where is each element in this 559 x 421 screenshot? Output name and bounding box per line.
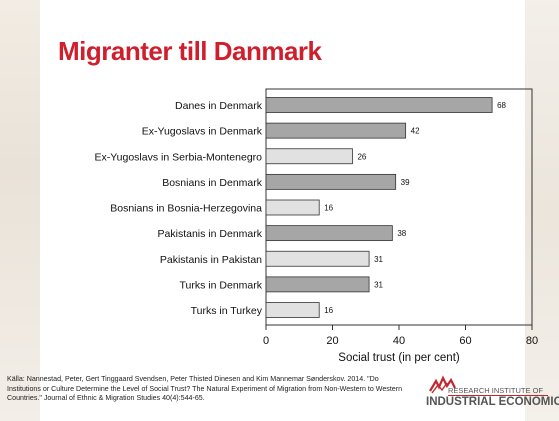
bar-0 xyxy=(265,97,493,113)
category-label-2: Ex-Yugoslavs in Serbia-Montenegro xyxy=(94,151,262,163)
bar-6 xyxy=(265,250,370,267)
bars-group: Danes in Denmark 68 Ex-Yugoslavs in Denmar… xyxy=(94,97,507,318)
value-label-0: 68 xyxy=(497,101,506,110)
value-label-3: 39 xyxy=(401,178,410,187)
value-label-7: 31 xyxy=(374,280,383,289)
bar-4 xyxy=(265,199,320,216)
category-label-4: Bosnians in Bosnia-Herzegovina xyxy=(110,203,262,215)
category-label-0: Danes in Denmark xyxy=(175,100,263,112)
value-label-8: 16 xyxy=(324,306,333,315)
value-label-2: 26 xyxy=(357,152,366,161)
value-label-4: 16 xyxy=(324,204,333,213)
x-tick-label-4: 80 xyxy=(526,335,538,347)
logo-text-line2: INDUSTRIAL ECONOMICS xyxy=(426,396,559,408)
x-axis-label: Social trust (in per cent) xyxy=(338,352,460,364)
x-tick-label-0: 0 xyxy=(263,335,269,347)
source-citation: Källa: Nannestad, Peter, Gert Tinggaard … xyxy=(7,375,403,403)
value-label-6: 31 xyxy=(374,255,383,264)
slide-title: Migranter till Danmark xyxy=(58,36,322,66)
bar-2 xyxy=(265,148,353,165)
value-label-5: 38 xyxy=(397,229,406,238)
bar-7 xyxy=(265,276,370,293)
x-tick-label-3: 60 xyxy=(459,335,471,347)
category-label-3: Bosnians in Denmark xyxy=(162,177,263,189)
bar-8 xyxy=(265,302,320,318)
x-tick-label-2: 40 xyxy=(393,335,405,347)
value-label-1: 42 xyxy=(411,127,420,136)
x-axis: 0 20 40 60 80 xyxy=(263,325,538,347)
category-label-8: Turks in Turkey xyxy=(191,305,263,317)
category-label-6: Pakistanis in Pakistan xyxy=(160,254,262,266)
logo-text-line1: RESEARCH INSTITUTE OF xyxy=(448,386,544,395)
x-tick-label-1: 20 xyxy=(326,335,338,347)
logo-rule xyxy=(448,395,548,396)
category-label-7: Turks in Denmark xyxy=(180,279,263,291)
logo-mark-icon xyxy=(429,375,456,394)
institute-logo: RESEARCH INSTITUTE OF INDUSTRIAL ECONOMI… xyxy=(410,375,559,417)
background-decoration-right xyxy=(525,0,559,421)
bar-1 xyxy=(265,122,407,139)
background-decoration-left xyxy=(0,0,40,421)
bar-3 xyxy=(265,173,397,190)
category-label-5: Pakistanis in Denmark xyxy=(158,228,263,240)
bar-5 xyxy=(265,225,393,242)
category-label-1: Ex-Yugoslavs in Denmark xyxy=(142,126,263,138)
